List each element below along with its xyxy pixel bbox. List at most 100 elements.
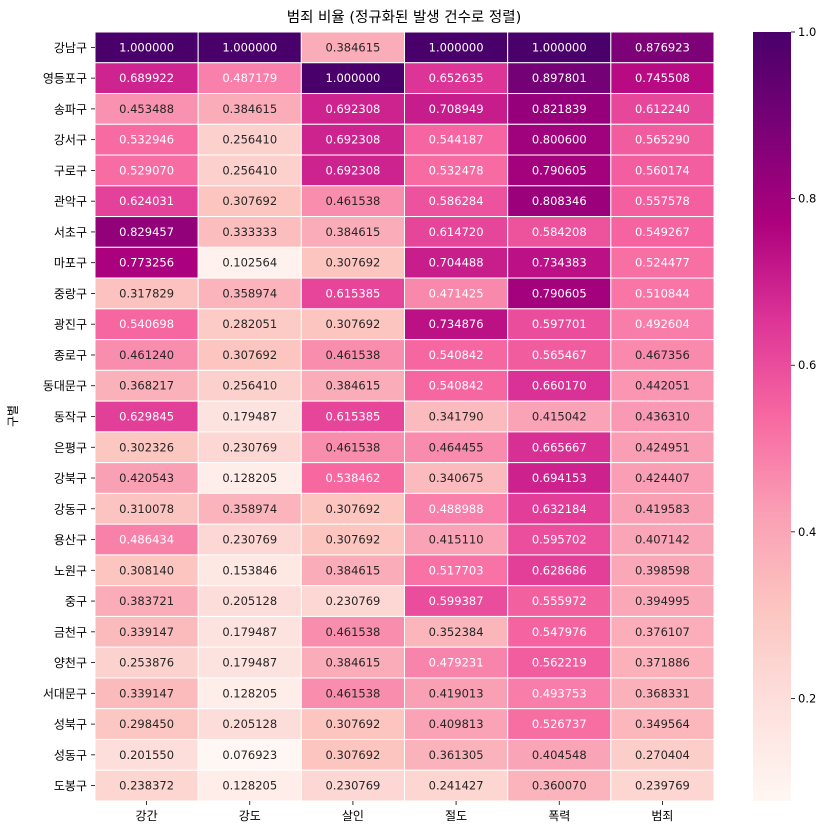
cell-value-label: 1.000000: [429, 40, 484, 54]
y-tick-label: 중구: [65, 595, 87, 609]
cell-value-label: 1.000000: [222, 40, 277, 54]
heatmap-cell: [197, 585, 302, 617]
cell-value-label: 0.467356: [635, 348, 690, 362]
cell-value-label: 0.358974: [222, 502, 277, 516]
cell-value-label: 0.565290: [635, 133, 690, 147]
heatmap-cell: [197, 554, 302, 587]
cell-value-label: 0.665667: [532, 440, 587, 454]
heatmap-cell: [94, 462, 199, 494]
heatmap-cell: [94, 431, 199, 464]
cell-value-label: 0.557578: [635, 194, 690, 208]
cell-value-label: 0.461538: [325, 348, 380, 362]
heatmap-cell: [610, 154, 715, 187]
heatmap-cell: [610, 400, 715, 433]
cell-value-label: 0.349564: [635, 717, 690, 731]
y-tick-label: 용산구: [54, 533, 87, 547]
cell-value-label: 0.419013: [429, 686, 484, 700]
cell-value-label: 0.270404: [635, 748, 690, 762]
cell-value-label: 0.307692: [222, 194, 277, 208]
cell-value-label: 1.000000: [119, 40, 174, 54]
cell-value-label: 0.614720: [429, 225, 484, 239]
heatmap-cell: [197, 400, 302, 433]
cell-value-label: 0.612240: [635, 102, 690, 116]
heatmap-cell: [197, 123, 302, 156]
heatmap-cell: [300, 554, 406, 587]
heatmap-cell: [610, 216, 715, 248]
heatmap-cell: [300, 646, 406, 679]
heatmap-cell: [300, 462, 406, 494]
heatmap-cell: [507, 769, 612, 802]
y-tick-label: 광진구: [54, 318, 87, 332]
heatmap-cell: [94, 400, 199, 433]
heatmap-cell: [197, 62, 302, 95]
heatmap-cell: [300, 708, 406, 740]
cell-value-label: 0.384615: [325, 563, 380, 577]
cell-value-label: 0.339147: [119, 686, 174, 700]
y-tick-label: 성동구: [54, 748, 87, 762]
cell-value-label: 0.361305: [429, 748, 484, 762]
cell-value-label: 0.708949: [429, 102, 484, 116]
heatmap-cell: [507, 462, 612, 494]
cell-value-label: 0.307692: [325, 256, 380, 270]
x-tick-label: 절도: [445, 809, 467, 823]
x-axis-tick-labels: 강간 강도 살인 절도 폭력 범죄: [136, 801, 673, 823]
cell-value-label: 0.547976: [532, 625, 587, 639]
heatmap-cell: [610, 339, 715, 371]
heatmap-cell: [610, 677, 715, 710]
y-tick-label: 구로구: [54, 164, 87, 178]
cell-value-label: 0.529070: [119, 163, 174, 177]
cell-value-label: 0.524477: [635, 256, 690, 270]
cell-value-label: 0.461538: [325, 194, 380, 208]
heatmap-cell: [197, 369, 302, 402]
cell-value-label: 0.253876: [119, 656, 174, 670]
heatmap-cell: [94, 369, 199, 402]
heatmap-cell: [404, 615, 509, 648]
heatmap-cell: [300, 277, 406, 310]
colorbar-tick-label: 1.0: [798, 25, 816, 39]
cell-value-label: 0.360070: [532, 779, 587, 793]
heatmap-cell: [94, 339, 199, 371]
cell-value-label: 0.897801: [532, 71, 587, 85]
heatmap-cell: [610, 369, 715, 402]
cell-value-label: 0.230769: [222, 440, 277, 454]
cell-value-label: 0.692308: [325, 102, 380, 116]
y-tick-label: 마포구: [54, 256, 87, 270]
x-tick-label: 폭력: [548, 809, 570, 823]
cell-value-label: 0.532478: [429, 163, 484, 177]
cell-value-label: 0.624031: [119, 194, 174, 208]
cell-value-label: 0.307692: [325, 533, 380, 547]
heatmap-cell: [610, 738, 715, 771]
heatmap-cell: [94, 185, 199, 218]
cell-value-label: 0.555972: [532, 594, 587, 608]
cell-value-label: 0.538462: [325, 471, 380, 485]
heatmap-cell: [507, 615, 612, 648]
cell-value-label: 0.424407: [635, 471, 690, 485]
y-tick-label: 종로구: [54, 348, 87, 362]
cell-value-label: 0.415110: [429, 533, 484, 547]
cell-value-label: 0.424951: [635, 440, 690, 454]
y-tick-label: 성북구: [54, 718, 87, 732]
heatmap-cell: [610, 523, 715, 556]
colorbar-tick-label: 0.4: [798, 525, 816, 539]
heatmap-cell: [507, 93, 612, 125]
cell-value-label: 0.486434: [119, 533, 174, 547]
heatmap-cell: [404, 769, 509, 802]
heatmap-cell: [94, 216, 199, 248]
heatmap-cell: [507, 308, 612, 341]
cell-value-label: 0.510844: [635, 286, 690, 300]
heatmap-cell: [610, 31, 715, 64]
cell-value-label: 0.420543: [119, 471, 174, 485]
heatmap-cell: [404, 523, 509, 556]
cell-value-label: 0.256410: [222, 163, 277, 177]
cell-value-label: 0.461538: [325, 686, 380, 700]
colorbar-tick-label: 0.6: [798, 358, 816, 372]
cell-value-label: 0.436310: [635, 410, 690, 424]
heatmap-cell: [300, 369, 406, 402]
heatmap-cell: [94, 308, 199, 341]
cell-value-label: 0.773256: [119, 256, 174, 270]
cell-value-label: 0.307692: [325, 748, 380, 762]
heatmap-cell: [610, 646, 715, 679]
colorbar-tick-label: 0.8: [798, 192, 816, 206]
cell-value-label: 0.298450: [119, 717, 174, 731]
heatmap-cell: [610, 615, 715, 648]
